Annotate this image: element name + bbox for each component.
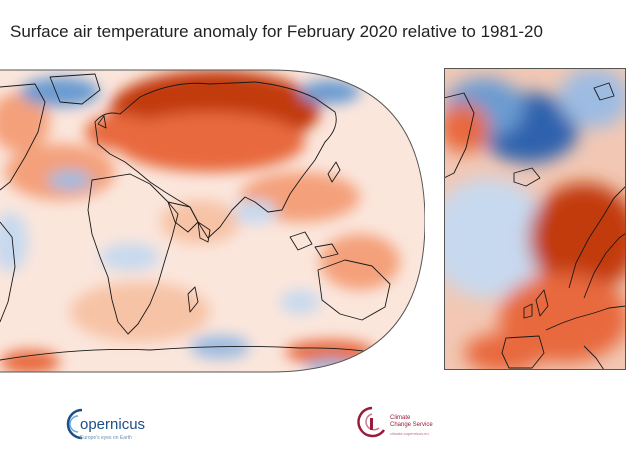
copernicus-logo: opernicus Europe's eyes on Earth xyxy=(66,402,176,446)
eu-anomaly-cool-arctic xyxy=(559,68,626,128)
anomaly-cool-indian-ocean xyxy=(280,290,320,314)
c3s-line1: Climate xyxy=(390,415,411,421)
eu-anomaly-warm-iberia xyxy=(464,333,544,370)
eu-anomaly-warm-scandinavia xyxy=(529,183,626,293)
anomaly-cool-china xyxy=(233,200,277,224)
copernicus-tagline: Europe's eyes on Earth xyxy=(80,435,132,441)
globe-outline xyxy=(0,69,425,373)
anomaly-warm-india xyxy=(160,200,240,244)
anomaly-warm-antarctic-west xyxy=(0,350,60,372)
c3s-line2: Change Service xyxy=(390,422,433,428)
c3s-line3: climate.copernicus.eu xyxy=(390,431,429,436)
anomaly-cool-africa xyxy=(100,243,160,271)
anomaly-warm-eurasia xyxy=(115,112,305,172)
anomaly-cool-alaska xyxy=(300,80,360,104)
copernicus-logo-mark xyxy=(66,408,83,440)
europe-temperature-map xyxy=(444,68,626,370)
copernicus-wordmark: opernicus xyxy=(80,416,146,433)
c3s-logo-mark xyxy=(357,406,386,438)
anomaly-cool-atlantic xyxy=(48,170,92,190)
world-temperature-map xyxy=(0,69,425,373)
eu-coastlines xyxy=(444,82,626,370)
anomaly-cool-antarctic xyxy=(305,359,355,372)
eu-map-frame xyxy=(444,68,626,370)
c3s-logo: Climate Change Service climate.copernicu… xyxy=(356,402,466,446)
eu-anomaly-warm-greenland xyxy=(444,103,489,153)
anomaly-cool-greenland xyxy=(20,77,100,107)
coastlines xyxy=(0,73,401,361)
anomaly-warm-australia xyxy=(320,234,400,290)
eu-anomaly-cool-atlantic xyxy=(444,178,549,298)
anomaly-warm-south xyxy=(70,282,210,342)
anomaly-cool-america xyxy=(0,212,28,272)
anomaly-warm-europe xyxy=(85,114,155,150)
page-title: Surface air temperature anomaly for Febr… xyxy=(10,22,543,41)
